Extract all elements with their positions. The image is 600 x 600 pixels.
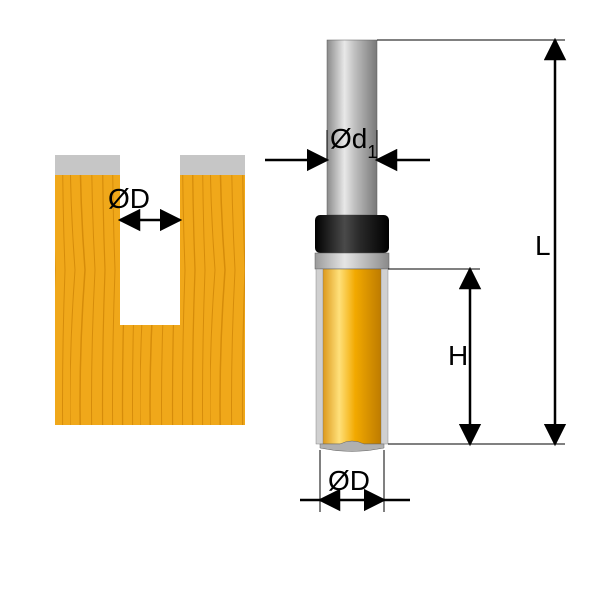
router-bit-diagram: ØD Ød1 H	[0, 0, 600, 600]
label-D-wood: ØD	[108, 183, 150, 214]
wood-cross-section	[55, 155, 245, 425]
label-D-bottom: ØD	[328, 465, 370, 496]
router-bit	[315, 40, 389, 452]
dimension-D-bottom: ØD	[300, 450, 410, 512]
cutter	[316, 269, 388, 452]
collar	[315, 253, 389, 269]
label-H: H	[448, 340, 468, 371]
label-L: L	[535, 230, 551, 261]
dimension-H: H	[388, 269, 480, 444]
bearing	[315, 215, 389, 253]
